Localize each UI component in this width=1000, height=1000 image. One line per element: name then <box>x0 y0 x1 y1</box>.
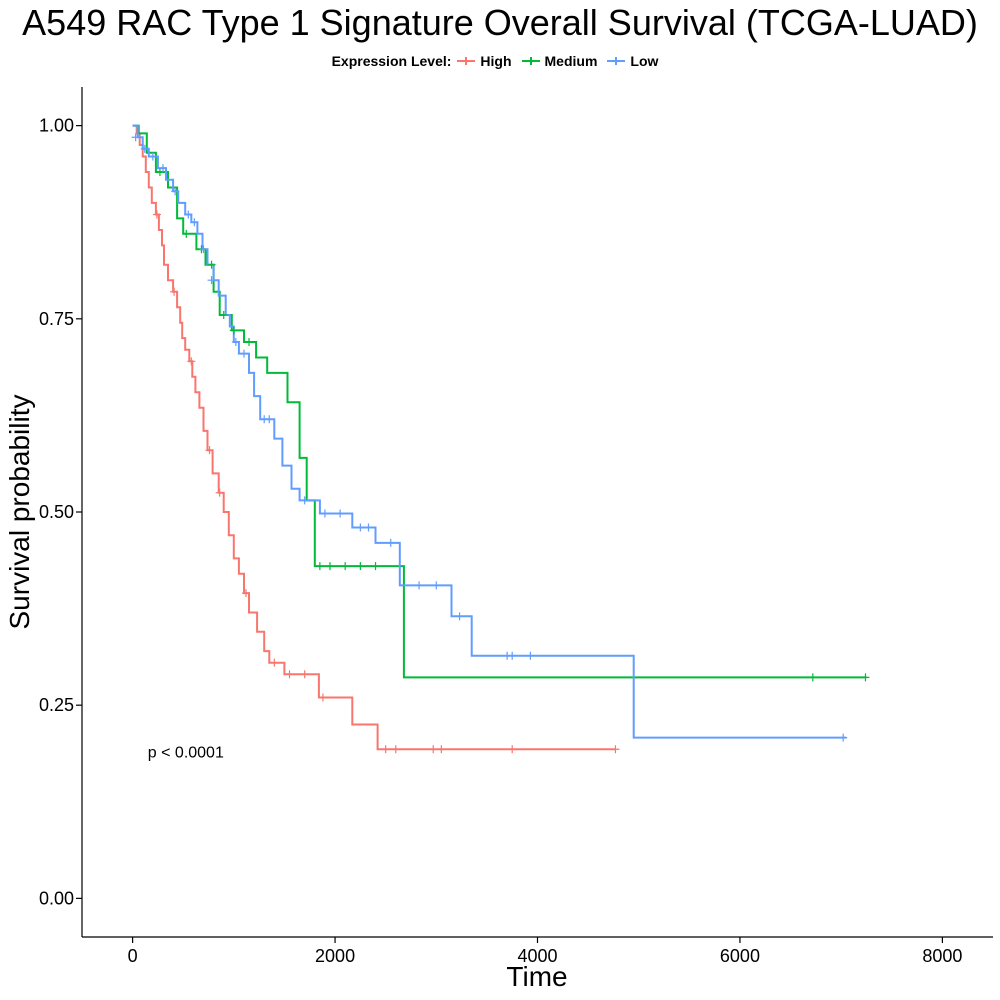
censor-mark-medium <box>245 338 254 346</box>
censor-mark-low <box>300 496 309 505</box>
x-tick-label: 0 <box>128 946 138 966</box>
censor-mark-high <box>611 745 620 754</box>
censor-mark-low <box>265 415 274 424</box>
censor-mark-high <box>429 745 438 754</box>
legend-key-high <box>457 54 476 68</box>
curve-low <box>132 124 847 739</box>
censor-mark-low <box>386 538 395 547</box>
chart-title: A549 RAC Type 1 Signature Overall Surviv… <box>22 2 978 43</box>
censor-mark-low <box>508 651 517 660</box>
censor-mark-high <box>152 210 161 219</box>
censor-mark-high <box>391 745 400 754</box>
legend-title: Expression Level: <box>331 53 452 69</box>
censor-mark-high <box>170 287 179 296</box>
censor-mark-medium <box>808 673 817 682</box>
censor-mark-low <box>231 338 240 346</box>
censor-mark-high <box>437 745 446 754</box>
legend-key-medium <box>521 54 540 68</box>
censor-mark-medium <box>861 673 870 682</box>
censor-mark-low <box>171 187 180 196</box>
censor-mark-high <box>508 745 517 754</box>
y-tick-label: 0.50 <box>39 502 74 522</box>
y-tick-label: 1.00 <box>39 116 74 136</box>
p-value-annotation: p < 0.0001 <box>148 745 224 762</box>
censor-mark-high <box>381 745 390 754</box>
x-tick-label: 8000 <box>922 946 962 966</box>
legend-label-high: High <box>480 53 512 69</box>
x-tick-label: 6000 <box>720 946 760 966</box>
censor-mark-low <box>190 218 199 227</box>
curve-medium <box>132 124 867 679</box>
censor-mark-low <box>131 133 140 142</box>
censor-mark-low <box>199 245 208 254</box>
censor-mark-low <box>839 733 848 742</box>
axes <box>81 87 993 938</box>
censor-mark-medium <box>207 260 216 269</box>
censor-mark-medium <box>341 562 350 571</box>
y-axis-label: Survival probability <box>4 395 35 630</box>
censor-mark-low <box>336 509 345 518</box>
censor-mark-low <box>526 651 535 660</box>
censor-mark-low <box>207 276 216 285</box>
censor-mark-medium <box>325 562 334 571</box>
censor-mark-low <box>158 164 167 173</box>
censor-mark-medium <box>219 310 228 319</box>
censor-mark-medium <box>371 562 380 571</box>
censor-mark-high <box>205 446 214 455</box>
x-tick-label: 4000 <box>517 946 557 966</box>
censor-mark-low <box>239 349 248 358</box>
curve-high <box>132 124 616 751</box>
survival-curves <box>132 124 867 751</box>
censor-mark-medium <box>356 562 365 571</box>
legend-label-low: Low <box>630 53 659 69</box>
censor-mark-low <box>415 581 424 590</box>
x-tick-label: 2000 <box>315 946 355 966</box>
censor-mark-medium <box>315 562 324 571</box>
censor-mark-medium <box>229 326 238 335</box>
censor-mark-medium <box>182 229 191 238</box>
legend-item-medium: Medium <box>521 53 598 69</box>
legend-item-low: Low <box>607 53 658 69</box>
censor-mark-high <box>285 670 294 679</box>
censor-mark-low <box>140 144 149 153</box>
legend-item-high: High <box>457 53 512 69</box>
legend-key-low <box>607 54 626 68</box>
censor-mark-high <box>300 670 309 679</box>
censor-mark-low <box>320 509 329 518</box>
censor-mark-low <box>364 523 373 532</box>
y-tick-label: 0.00 <box>39 888 74 908</box>
censor-mark-low <box>184 210 193 219</box>
y-tick-label: 0.75 <box>39 309 74 329</box>
censor-mark-high <box>241 589 250 598</box>
ticks: 0 2000 4000 6000 8000 0.00 0.25 0.50 0.75 1.00 <box>39 116 962 966</box>
censor-mark-low <box>432 581 441 590</box>
censor-mark-high <box>318 693 327 702</box>
legend-label-medium: Medium <box>544 53 598 69</box>
legend: Expression Level: High Medium Low <box>0 51 1000 71</box>
censor-marks <box>131 133 870 754</box>
y-tick-label: 0.25 <box>39 695 74 715</box>
censor-mark-low <box>148 152 157 161</box>
x-axis-label: Time <box>506 961 567 992</box>
censor-mark-low <box>356 523 365 532</box>
censor-mark-low <box>455 612 464 621</box>
censor-mark-high <box>215 488 224 497</box>
censor-mark-high <box>187 357 196 366</box>
censor-mark-high <box>270 658 279 667</box>
